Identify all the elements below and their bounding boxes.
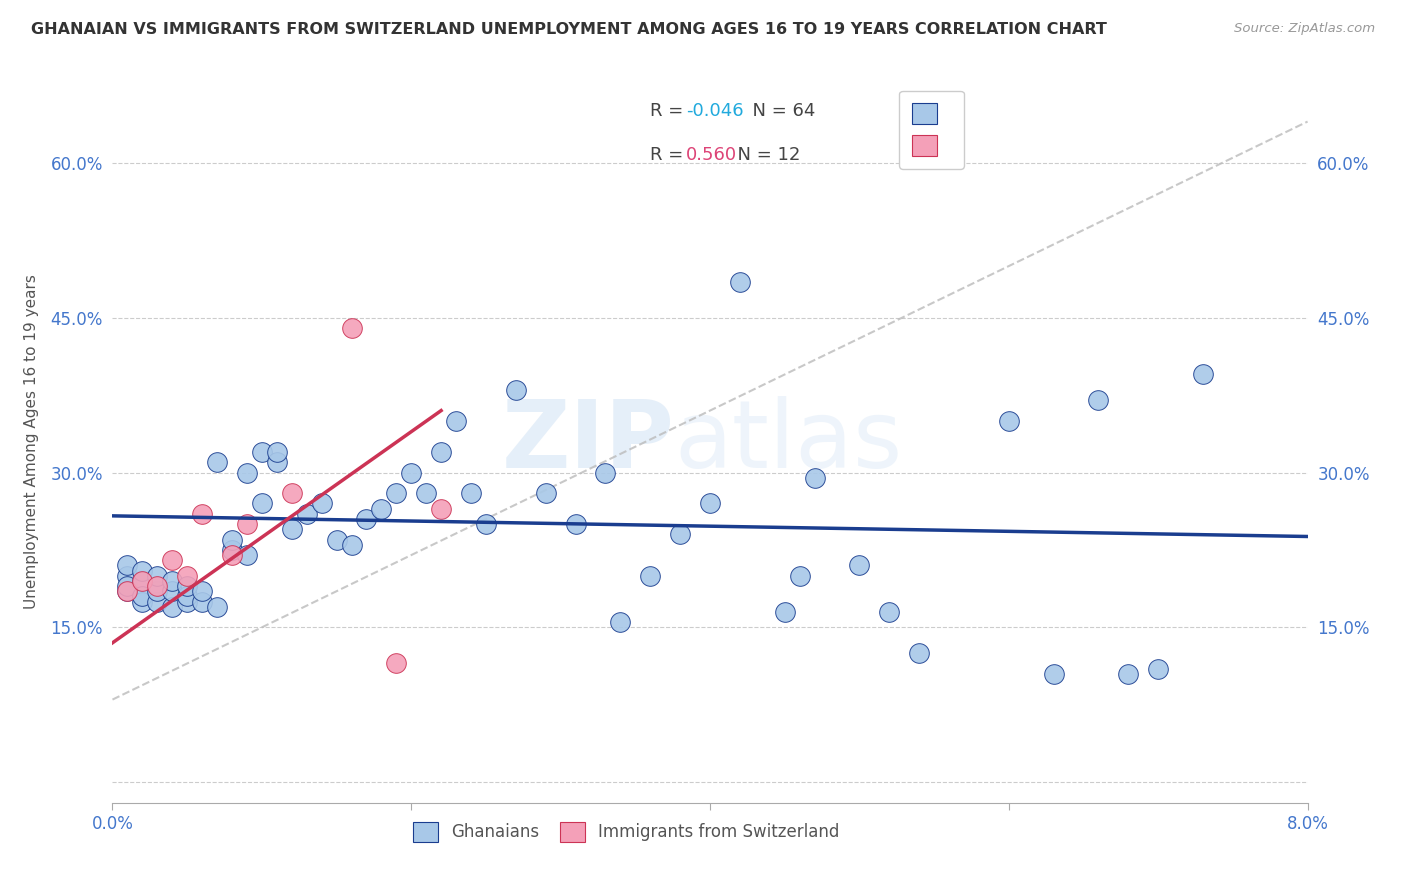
Point (191, 584, 214, 599)
Point (117, 568, 139, 582)
Point (385, 657, 408, 671)
Point (117, 584, 139, 599)
Point (534, 486, 557, 500)
Point (803, 471, 825, 485)
Point (131, 574, 153, 588)
Point (877, 605, 901, 619)
Point (266, 445, 288, 459)
Point (117, 579, 139, 593)
Point (340, 538, 363, 552)
Point (176, 590, 198, 604)
Text: R =: R = (651, 146, 689, 164)
Point (773, 605, 796, 619)
Point (699, 496, 721, 510)
Y-axis label: Unemployment Among Ages 16 to 19 years: Unemployment Among Ages 16 to 19 years (24, 274, 39, 609)
Point (848, 558, 870, 573)
Point (430, 445, 453, 459)
Point (356, 512, 378, 526)
Point (640, 568, 662, 582)
Point (370, 501, 392, 516)
Point (131, 590, 153, 604)
Point (131, 594, 153, 608)
Text: N = 64: N = 64 (741, 102, 815, 120)
Point (250, 445, 273, 459)
Point (131, 574, 153, 588)
Point (998, 414, 1021, 428)
Point (444, 414, 467, 428)
Text: Source: ZipAtlas.com: Source: ZipAtlas.com (1234, 22, 1375, 36)
Point (595, 466, 617, 480)
Point (564, 517, 586, 532)
Point (221, 533, 243, 547)
Point (162, 584, 183, 599)
Point (281, 486, 304, 500)
Point (117, 558, 139, 573)
Point (430, 501, 453, 516)
Legend: Ghanaians, Immigrants from Switzerland: Ghanaians, Immigrants from Switzerland (406, 815, 846, 848)
Point (205, 599, 228, 614)
Point (311, 496, 333, 510)
Point (131, 564, 153, 578)
Point (191, 594, 214, 608)
Point (281, 522, 304, 536)
Text: ZIP: ZIP (502, 395, 675, 488)
Point (191, 507, 214, 521)
Point (295, 507, 318, 521)
Point (1147, 662, 1170, 676)
Point (385, 486, 408, 500)
Point (1042, 666, 1064, 681)
Point (789, 568, 811, 582)
Point (146, 594, 169, 608)
Point (728, 275, 751, 289)
Point (401, 466, 423, 480)
Point (176, 568, 198, 582)
Point (669, 527, 692, 541)
Point (325, 533, 347, 547)
Point (908, 646, 931, 660)
Point (340, 321, 363, 335)
Text: GHANAIAN VS IMMIGRANTS FROM SWITZERLAND UNEMPLOYMENT AMONG AGES 16 TO 19 YEARS C: GHANAIAN VS IMMIGRANTS FROM SWITZERLAND … (31, 22, 1107, 37)
Point (205, 455, 228, 469)
Text: R =: R = (651, 102, 689, 120)
Point (1087, 393, 1109, 408)
Point (176, 579, 198, 593)
Point (1192, 368, 1215, 382)
Point (236, 548, 259, 562)
Text: atlas: atlas (675, 395, 903, 488)
Point (266, 455, 288, 469)
Point (460, 486, 482, 500)
Point (475, 517, 498, 532)
Point (236, 466, 259, 480)
Point (162, 574, 183, 588)
Point (1118, 666, 1140, 681)
Point (146, 579, 169, 593)
Point (162, 599, 183, 614)
Point (146, 584, 169, 599)
Point (609, 615, 631, 630)
Point (236, 517, 259, 532)
Text: N = 12: N = 12 (725, 146, 800, 164)
Point (221, 542, 243, 557)
Point (176, 594, 198, 608)
Point (221, 548, 243, 562)
Point (250, 496, 273, 510)
Text: -0.046: -0.046 (686, 102, 744, 120)
Point (146, 568, 169, 582)
Point (505, 383, 527, 397)
Text: 0.560: 0.560 (686, 146, 737, 164)
Point (162, 553, 183, 567)
Point (415, 486, 437, 500)
Point (117, 584, 139, 599)
